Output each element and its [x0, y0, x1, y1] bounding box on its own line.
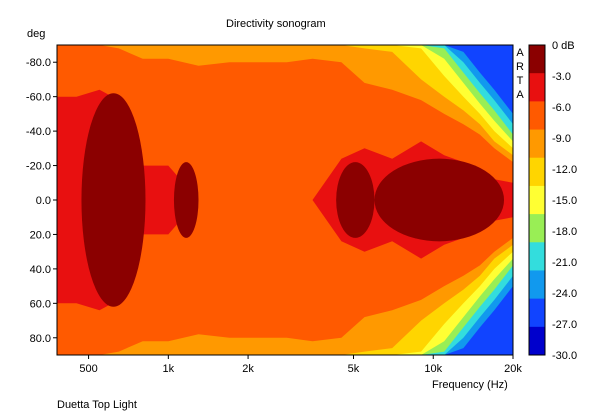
heatmap-core-3 [374, 158, 505, 242]
x-tick-label: 5k [348, 363, 360, 375]
heatmap-level-minus6dB [57, 45, 513, 355]
colorbar-swatch [529, 242, 545, 271]
heatmap-core-1 [173, 162, 199, 238]
x-axis: 500 1k 2k 5k 10k 20k [79, 355, 522, 375]
y-axis-label: deg [27, 28, 45, 40]
y-tick-label: 40.0 [30, 264, 51, 276]
colorbar-swatch [529, 214, 545, 243]
watermark-letter: A [516, 89, 524, 101]
y-tick-label: 20.0 [30, 229, 51, 241]
heatmap-core-0 [81, 93, 146, 307]
colorbar-swatch [529, 45, 545, 74]
y-tick-label: 80.0 [30, 333, 51, 345]
colorbar-legend: 0 dB -3.0 -6.0 -9.0 -12.0 -15.0 -18.0 -21.0 -24.… [528, 40, 577, 362]
x-tick-label: 2k [242, 363, 254, 375]
colorbar-frame [528, 44, 546, 356]
x-tick-label: 10k [424, 363, 442, 375]
heatmap-core-2 [336, 162, 375, 238]
colorbar-swatch [529, 73, 545, 102]
colorbar-swatch [529, 270, 545, 300]
y-axis: -80.0 -60.0 -40.0 -20.0 0.0 20.0 40.0 60.0 80.0 [26, 57, 57, 345]
y-tick-label: 0.0 [36, 195, 51, 207]
colorbar-swatch [529, 157, 545, 187]
y-tick-label: -80.0 [26, 57, 51, 69]
colorbar-label: -3.0 [552, 71, 571, 83]
colorbar-label: -18.0 [552, 226, 577, 238]
footer-caption: Duetta Top Light [57, 399, 137, 411]
watermark-letter: A [516, 47, 524, 59]
colorbar-label: -27.0 [552, 319, 577, 331]
colorbar-label: -6.0 [552, 102, 571, 114]
colorbar-label: -15.0 [552, 195, 577, 207]
watermark-letter: R [516, 61, 524, 73]
y-tick-label: -40.0 [26, 126, 51, 138]
x-tick-label: 1k [163, 363, 175, 375]
colorbar-swatch [529, 101, 545, 131]
colorbar-label: 0 dB [552, 40, 575, 52]
colorbar-swatch [529, 326, 545, 356]
x-tick-label: 500 [79, 363, 97, 375]
y-tick-label: -20.0 [26, 161, 51, 173]
colorbar-swatch [529, 298, 545, 328]
colorbar-label: -12.0 [552, 164, 577, 176]
colorbar-label: -9.0 [552, 133, 571, 145]
colorbar-label: -24.0 [552, 288, 577, 300]
chart-title: Directivity sonogram [226, 18, 326, 30]
y-tick-label: 60.0 [30, 298, 51, 310]
heatmap-plot [56, 44, 514, 356]
x-tick-label: 20k [504, 363, 522, 375]
colorbar-label: -21.0 [552, 257, 577, 269]
colorbar-swatch [529, 185, 545, 215]
colorbar-label: -30.0 [552, 350, 577, 362]
colorbar-swatch [529, 129, 545, 159]
watermark-letter: T [517, 75, 524, 87]
x-axis-label: Frequency (Hz) [432, 379, 508, 391]
y-tick-label: -60.0 [26, 92, 51, 104]
